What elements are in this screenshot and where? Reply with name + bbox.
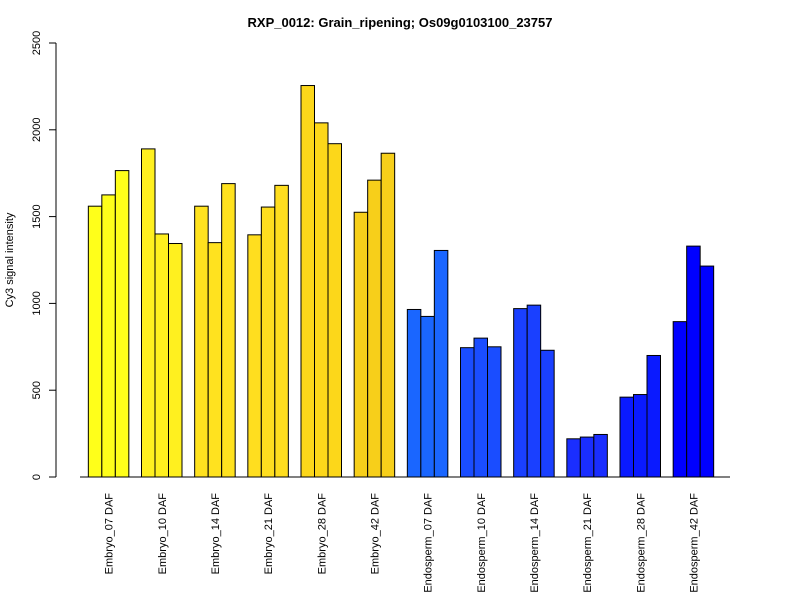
bar	[367, 179, 382, 478]
bar	[487, 346, 502, 478]
y-tick-label: 2500	[31, 31, 43, 55]
x-tick-label: Endosperm_42 DAF	[688, 493, 700, 593]
bar	[686, 245, 701, 478]
x-tick-label: Endosperm_07 DAF	[423, 493, 435, 593]
bar	[672, 321, 688, 478]
bar	[221, 183, 236, 478]
bar	[566, 438, 581, 478]
y-axis: 0 500 1000 1500 2000 2500	[31, 31, 57, 480]
bar	[154, 233, 169, 478]
bar	[406, 308, 422, 478]
bar	[699, 265, 715, 478]
bar	[513, 308, 528, 478]
bar	[593, 433, 608, 478]
x-tick-label: Embryo_14 DAF	[210, 493, 222, 575]
y-tick-label: 0	[31, 474, 43, 480]
x-axis: Embryo_07 DAF Embryo_10 DAF Embryo_14 DAF E…	[80, 476, 730, 593]
bar	[114, 170, 130, 478]
bar	[619, 396, 634, 478]
bar	[101, 194, 116, 478]
bar	[473, 337, 488, 478]
y-tick-label: 1500	[31, 204, 43, 228]
bar	[353, 211, 369, 478]
y-tick-label: 1000	[31, 291, 43, 315]
bar	[540, 349, 555, 478]
bar	[380, 152, 396, 478]
bar	[168, 243, 183, 478]
bar	[207, 242, 223, 478]
bar	[460, 347, 475, 478]
bar	[646, 354, 661, 478]
bar	[433, 249, 449, 478]
bar	[327, 143, 342, 478]
bar	[194, 205, 209, 478]
x-tick-label: Embryo_42 DAF	[369, 493, 381, 575]
chart-title: RXP_0012: Grain_ripening; Os09g0103100_2…	[248, 15, 553, 30]
x-tick-label: Embryo_07 DAF	[104, 493, 116, 575]
y-tick-label: 500	[31, 381, 43, 399]
bar	[526, 304, 542, 478]
bar	[420, 315, 435, 478]
bar	[260, 206, 276, 478]
bar	[300, 85, 315, 478]
bar	[87, 205, 103, 478]
y-axis-label: Cy3 signal intensity	[4, 212, 16, 307]
bar	[141, 148, 156, 478]
x-tick-label: Embryo_21 DAF	[263, 493, 275, 575]
bar	[633, 394, 648, 478]
bar	[314, 122, 329, 478]
bars	[87, 85, 715, 478]
x-tick-label: Endosperm_28 DAF	[635, 493, 647, 593]
x-tick-label: Embryo_10 DAF	[157, 493, 169, 575]
y-tick-label: 2000	[31, 118, 43, 142]
x-tick-label: Endosperm_21 DAF	[582, 493, 594, 593]
bar	[247, 234, 262, 478]
bar	[274, 184, 289, 478]
bar	[579, 436, 595, 478]
x-tick-label: Endosperm_14 DAF	[529, 493, 541, 593]
x-tick-label: Endosperm_10 DAF	[476, 493, 488, 593]
x-tick-label: Embryo_28 DAF	[316, 493, 328, 575]
